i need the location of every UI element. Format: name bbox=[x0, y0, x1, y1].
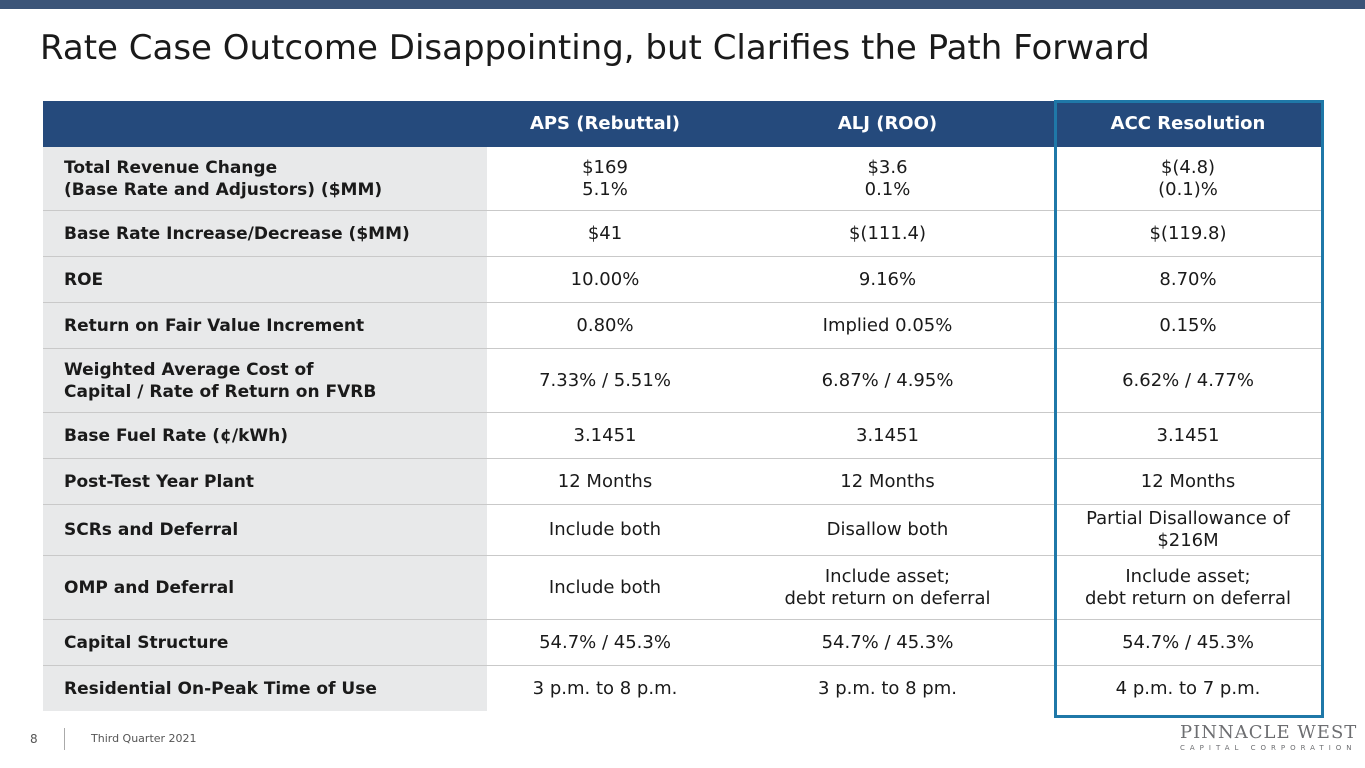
row-label: Post-Test Year Plant bbox=[43, 459, 487, 504]
cell-alj: 6.87% / 4.95% bbox=[821, 369, 954, 391]
slide-title: Rate Case Outcome Disappointing, but Cla… bbox=[40, 28, 1150, 68]
cell-acc: 0.15% bbox=[1159, 314, 1217, 336]
row-label: Residential On-Peak Time of Use bbox=[43, 666, 487, 711]
table-row: OMP and Deferral Include both Include as… bbox=[43, 556, 1321, 620]
cell-aps: 0.80% bbox=[576, 314, 634, 336]
row-label: OMP and Deferral bbox=[43, 556, 487, 619]
cell-alj: 54.7% / 45.3% bbox=[821, 631, 954, 653]
cell-aps: 54.7% / 45.3% bbox=[539, 631, 671, 653]
table-header-row: APS (Rebuttal) ALJ (ROO) ACC Resolution bbox=[43, 101, 1321, 147]
cell-aps: 7.33% / 5.51% bbox=[539, 369, 671, 391]
row-label: Total Revenue Change (Base Rate and Adju… bbox=[43, 147, 487, 210]
rate-case-table: APS (Rebuttal) ALJ (ROO) ACC Resolution … bbox=[43, 101, 1321, 711]
cell-acc: 12 Months bbox=[1140, 470, 1236, 492]
cell-acc: $(4.8) (0.1)% bbox=[1158, 156, 1218, 200]
table-row: Base Fuel Rate (¢/kWh) 3.1451 3.1451 3.1… bbox=[43, 413, 1321, 459]
cell-acc: 8.70% bbox=[1159, 268, 1217, 290]
row-label: ROE bbox=[43, 257, 487, 302]
cell-acc: 6.62% / 4.77% bbox=[1122, 369, 1254, 391]
company-logo: PINNACLE WEST CAPITAL CORPORATION bbox=[1180, 722, 1358, 752]
header-alj-roo: ALJ (ROO) bbox=[837, 113, 938, 134]
cell-alj: 12 Months bbox=[840, 470, 935, 492]
cell-acc: 4 p.m. to 7 p.m. bbox=[1115, 677, 1261, 699]
cell-aps: 10.00% bbox=[570, 268, 640, 290]
cell-alj: Include asset; debt return on deferral bbox=[784, 565, 991, 609]
row-label: Base Fuel Rate (¢/kWh) bbox=[43, 413, 487, 458]
cell-alj: 3.1451 bbox=[856, 424, 919, 446]
row-label: Return on Fair Value Increment bbox=[43, 303, 487, 348]
cell-aps: 12 Months bbox=[557, 470, 653, 492]
cell-acc: Include asset; debt return on deferral bbox=[1084, 565, 1292, 609]
table-row: Base Rate Increase/Decrease ($MM) $41 $(… bbox=[43, 211, 1321, 257]
logo-main-text: PINNACLE WEST bbox=[1180, 722, 1358, 743]
top-accent-band bbox=[0, 0, 1365, 9]
table-row: Capital Structure 54.7% / 45.3% 54.7% / … bbox=[43, 620, 1321, 666]
table-row: SCRs and Deferral Include both Disallow … bbox=[43, 505, 1321, 556]
table-row: Residential On-Peak Time of Use 3 p.m. t… bbox=[43, 666, 1321, 711]
table-row: ROE 10.00% 9.16% 8.70% bbox=[43, 257, 1321, 303]
cell-acc: $(119.8) bbox=[1149, 222, 1227, 244]
table-row: Total Revenue Change (Base Rate and Adju… bbox=[43, 147, 1321, 211]
cell-alj: $(111.4) bbox=[848, 222, 927, 244]
logo-sub-text: CAPITAL CORPORATION bbox=[1180, 744, 1357, 752]
cell-alj: 9.16% bbox=[858, 268, 917, 290]
table-row: Weighted Average Cost of Capital / Rate … bbox=[43, 349, 1321, 413]
row-label: Base Rate Increase/Decrease ($MM) bbox=[43, 211, 487, 256]
row-label: Capital Structure bbox=[43, 620, 487, 665]
cell-alj: 3 p.m. to 8 pm. bbox=[818, 677, 957, 699]
page-number: 8 bbox=[30, 732, 38, 746]
table-row: Return on Fair Value Increment 0.80% Imp… bbox=[43, 303, 1321, 349]
table-row: Post-Test Year Plant 12 Months 12 Months… bbox=[43, 459, 1321, 505]
cell-acc: 54.7% / 45.3% bbox=[1122, 631, 1254, 653]
footer-divider bbox=[64, 728, 65, 750]
cell-aps: $169 5.1% bbox=[582, 156, 628, 200]
cell-alj: Implied 0.05% bbox=[822, 314, 953, 336]
header-aps-rebuttal: APS (Rebuttal) bbox=[529, 113, 681, 134]
cell-alj: Disallow both bbox=[826, 519, 949, 540]
row-label: SCRs and Deferral bbox=[43, 505, 487, 555]
cell-alj: $3.6 0.1% bbox=[864, 156, 911, 200]
header-acc-resolution: ACC Resolution bbox=[1110, 113, 1266, 134]
cell-aps: Include both bbox=[548, 519, 662, 540]
row-label: Weighted Average Cost of Capital / Rate … bbox=[43, 349, 487, 412]
cell-aps: $41 bbox=[587, 222, 623, 244]
cell-acc: 3.1451 bbox=[1156, 424, 1220, 446]
cell-aps: 3.1451 bbox=[573, 424, 637, 446]
cell-acc: Partial Disallowance of $216M bbox=[1086, 508, 1290, 551]
cell-aps: 3 p.m. to 8 p.m. bbox=[532, 677, 678, 699]
footer-period: Third Quarter 2021 bbox=[91, 732, 197, 745]
cell-aps: Include both bbox=[548, 576, 662, 598]
